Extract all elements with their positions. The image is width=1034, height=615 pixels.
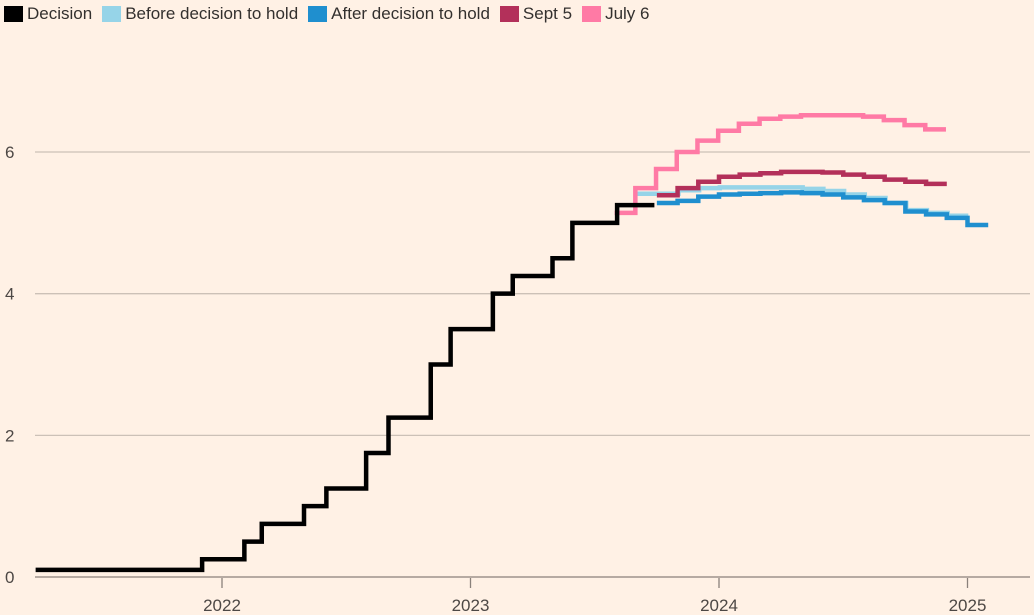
y-tick-label: 2 xyxy=(5,426,14,445)
legend-item-july-6: July 6 xyxy=(582,4,650,24)
legend-label: July 6 xyxy=(605,4,650,23)
legend-swatch xyxy=(582,6,602,22)
y-tick-label: 4 xyxy=(5,285,14,304)
x-tick-label: 2025 xyxy=(949,596,987,615)
legend-label: After decision to hold xyxy=(331,4,490,23)
legend-label: Before decision to hold xyxy=(125,4,299,23)
y-tick-label: 6 xyxy=(5,143,14,162)
y-tick-label: 0 xyxy=(5,568,14,587)
x-tick-label: 2024 xyxy=(700,596,738,615)
legend-label: Sept 5 xyxy=(522,4,573,23)
x-tick-label: 2022 xyxy=(203,596,241,615)
legend-swatch xyxy=(308,6,328,22)
x-tick-label: 2023 xyxy=(452,596,490,615)
legend-item-before-hold: Before decision to hold xyxy=(102,4,298,24)
legend-item-after-hold: After decision to hold xyxy=(308,4,490,24)
series-sept-5 xyxy=(656,169,947,198)
legend-swatch xyxy=(499,6,519,22)
legend-item-decision: Decision xyxy=(4,4,92,24)
series-after-decision-to-hold xyxy=(656,190,989,228)
legend-swatch xyxy=(4,6,23,22)
legend-item-sept-5: Sept 5 xyxy=(499,4,573,24)
legend-swatch xyxy=(102,6,122,22)
series-july-6 xyxy=(614,112,946,216)
legend-label: Decision xyxy=(27,4,93,23)
legend: Decision Before decision to hold After d… xyxy=(4,4,650,24)
series-decision xyxy=(35,202,655,573)
